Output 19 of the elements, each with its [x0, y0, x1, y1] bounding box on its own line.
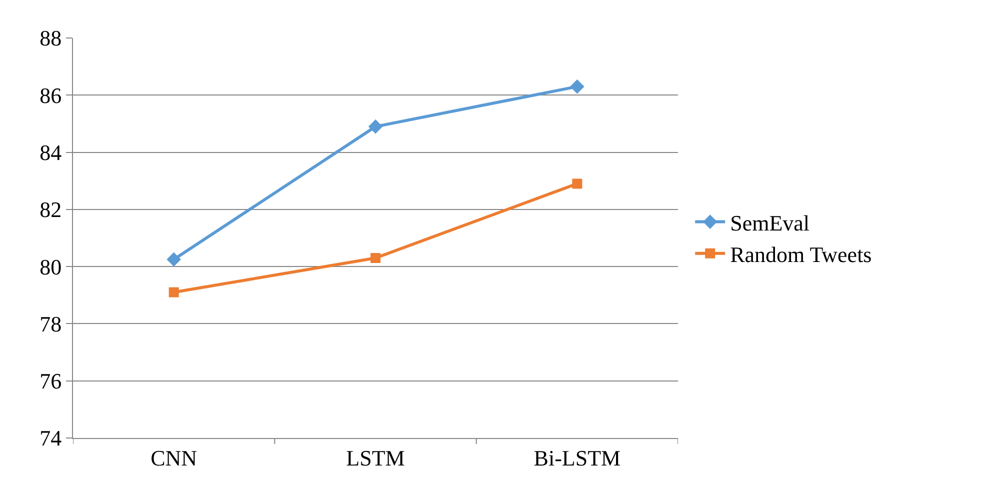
x-tick-label: LSTM	[346, 445, 405, 470]
legend-label: Random Tweets	[730, 242, 872, 267]
point	[166, 252, 181, 267]
x-tick-label: CNN	[150, 445, 198, 470]
y-tick-label: 76	[40, 368, 62, 394]
point	[370, 253, 380, 263]
point	[168, 287, 179, 298]
y-tick-label: 84	[40, 140, 62, 165]
y-tick-label: 88	[40, 26, 62, 51]
y-tick-label: 74	[40, 426, 62, 451]
point	[570, 79, 584, 94]
y-tick-label: 82	[40, 197, 62, 222]
y-tick-label: 78	[40, 311, 62, 336]
point	[572, 178, 582, 189]
y-tick-label: 86	[40, 82, 62, 108]
legend-label: SemEval	[730, 210, 810, 236]
point	[368, 119, 383, 134]
x-tick-label: Bi-LSTM	[534, 445, 621, 470]
y-tick-label: 80	[40, 254, 62, 280]
